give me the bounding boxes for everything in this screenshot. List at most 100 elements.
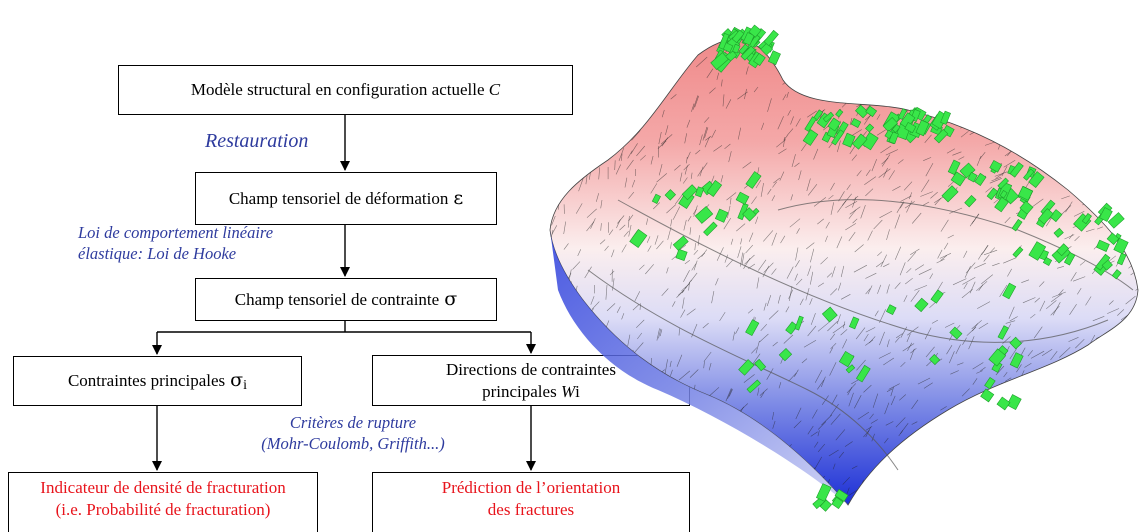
stress-direction-tick <box>912 52 918 65</box>
stress-direction-tick <box>845 47 848 56</box>
stress-direction-tick <box>1080 181 1089 192</box>
stress-direction-tick <box>1127 90 1135 92</box>
stress-direction-tick <box>873 484 877 490</box>
stress-direction-tick <box>599 489 600 504</box>
stress-direction-tick <box>835 43 843 54</box>
stress-direction-tick <box>998 18 1005 29</box>
stress-direction-tick <box>935 488 943 491</box>
stress-direction-tick <box>548 155 553 163</box>
stress-direction-tick <box>1131 170 1140 172</box>
stress-direction-tick <box>1086 68 1094 73</box>
stress-direction-tick <box>605 50 607 63</box>
stress-direction-tick <box>562 176 571 185</box>
stress-direction-tick <box>698 38 699 51</box>
stress-direction-tick <box>1130 495 1140 499</box>
stress-direction-tick <box>899 60 905 70</box>
stress-direction-tick <box>1074 439 1082 442</box>
stress-direction-tick <box>570 91 576 104</box>
stress-direction-tick <box>1109 406 1115 409</box>
stress-direction-tick <box>552 94 553 100</box>
stress-direction-tick <box>1040 147 1051 153</box>
stress-direction-tick <box>1133 363 1140 367</box>
stress-direction-tick <box>772 468 783 478</box>
stress-direction-tick <box>1109 456 1121 463</box>
stress-direction-tick <box>622 77 633 87</box>
stress-direction-tick <box>560 334 564 343</box>
stress-direction-tick <box>559 155 562 161</box>
configuration-variable: C <box>489 80 500 99</box>
stress-direction-tick <box>860 508 867 518</box>
stress-direction-tick <box>574 78 579 86</box>
stress-direction-tick <box>796 476 799 486</box>
stress-direction-tick <box>575 152 581 158</box>
stress-direction-tick <box>729 462 735 470</box>
stress-direction-tick <box>970 423 976 427</box>
stress-direction-tick <box>586 0 590 5</box>
structural-model-box: Modèle structural en configuration actue… <box>118 65 573 115</box>
stress-direction-tick <box>921 51 926 65</box>
stress-direction-tick <box>586 150 587 165</box>
stress-direction-tick <box>932 495 937 502</box>
stress-direction-tick <box>560 73 564 87</box>
stress-direction-tick <box>621 460 624 473</box>
stress-direction-tick <box>690 479 693 491</box>
stress-direction-tick <box>587 20 590 30</box>
stress-direction-tick <box>574 496 582 506</box>
stress-direction-tick <box>906 452 910 460</box>
stress-direction-tick <box>636 77 638 87</box>
stress-direction-tick <box>570 371 579 381</box>
stress-direction-tick <box>929 508 934 518</box>
stress-direction-tick <box>900 481 905 485</box>
stress-direction-tick <box>930 105 939 113</box>
stress-direction-tick <box>1006 507 1011 514</box>
stress-direction-tick <box>820 74 827 84</box>
stress-direction-tick <box>715 457 719 470</box>
stress-direction-tick <box>638 8 642 17</box>
stress-direction-tick <box>656 12 664 24</box>
stress-direction-tick <box>1059 133 1071 139</box>
stress-direction-tick <box>1108 458 1117 467</box>
stress-direction-tick <box>562 418 564 431</box>
epsilon-symbol: ε <box>453 187 463 209</box>
stress-direction-tick <box>1046 487 1054 494</box>
stress-direction-tick <box>1022 376 1029 383</box>
stress-direction-tick <box>961 415 965 423</box>
stress-direction-tick <box>795 54 799 64</box>
stress-direction-tick <box>1037 378 1046 385</box>
stress-direction-tick <box>1120 71 1124 76</box>
stress-direction-tick <box>997 51 1007 55</box>
stress-direction-tick <box>636 444 637 455</box>
stress-direction-tick <box>1085 406 1090 415</box>
stress-direction-tick <box>831 35 843 43</box>
stress-direction-tick <box>1033 427 1039 439</box>
stress-direction-tick <box>1042 37 1050 48</box>
stress-direction-tick <box>693 439 694 446</box>
stress-direction-tick <box>674 34 684 41</box>
stress-direction-tick <box>574 403 579 408</box>
stress-direction-tick <box>625 398 626 405</box>
stress-direction-tick <box>688 489 699 498</box>
stress-direction-tick <box>1077 188 1084 196</box>
stress-direction-tick <box>552 454 556 460</box>
stress-tensor-text: Champ tensoriel de contrainte <box>235 290 439 309</box>
stress-direction-tick <box>951 412 960 421</box>
stress-direction-tick <box>1097 441 1108 446</box>
stress-direction-tick <box>1036 497 1043 510</box>
stress-direction-tick <box>783 27 785 40</box>
stress-direction-tick <box>1135 263 1140 273</box>
stress-direction-tick <box>1018 23 1028 33</box>
stress-direction-tick <box>724 0 727 6</box>
stress-direction-tick <box>619 42 625 50</box>
stress-direction-tick <box>710 487 716 493</box>
stress-direction-tick <box>1110 114 1117 120</box>
stress-direction-tick <box>564 83 567 91</box>
stress-direction-tick <box>582 96 583 104</box>
stress-direction-tick <box>667 474 674 485</box>
stress-direction-tick <box>588 442 589 452</box>
stress-direction-tick <box>1137 13 1140 16</box>
rupture-criteria-line2: (Mohr-Coulomb, Griffith...) <box>228 433 478 454</box>
stress-direction-tick <box>629 110 632 116</box>
stress-direction-tick <box>779 471 789 478</box>
stress-direction-tick <box>639 440 643 449</box>
